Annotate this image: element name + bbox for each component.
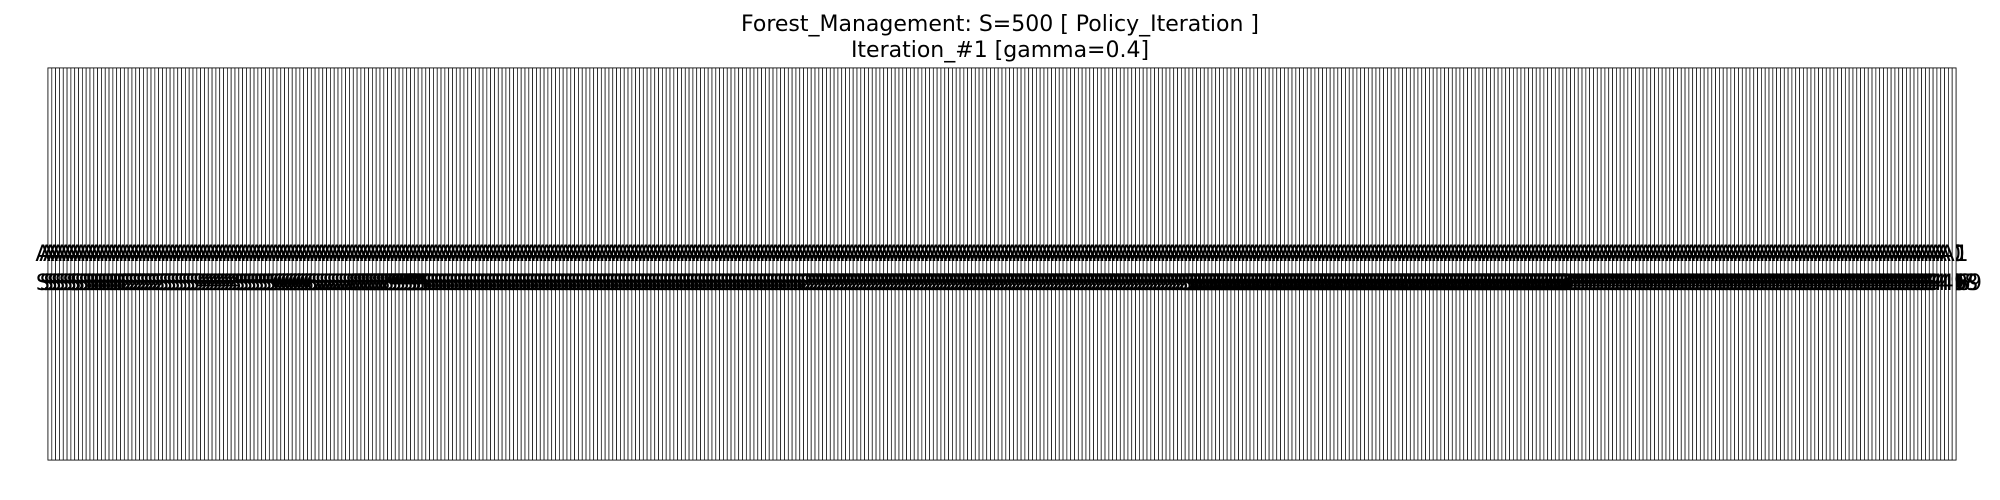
chart-title-line-1: Forest_Management: S=500 [ Policy_Iterat… bbox=[741, 12, 1259, 37]
cell-action-label: A1 bbox=[1940, 242, 1969, 267]
cell-state-label: S499 bbox=[1926, 271, 1982, 296]
chart-title-line-2: Iteration_#1 [gamma=0.4] bbox=[850, 38, 1150, 63]
